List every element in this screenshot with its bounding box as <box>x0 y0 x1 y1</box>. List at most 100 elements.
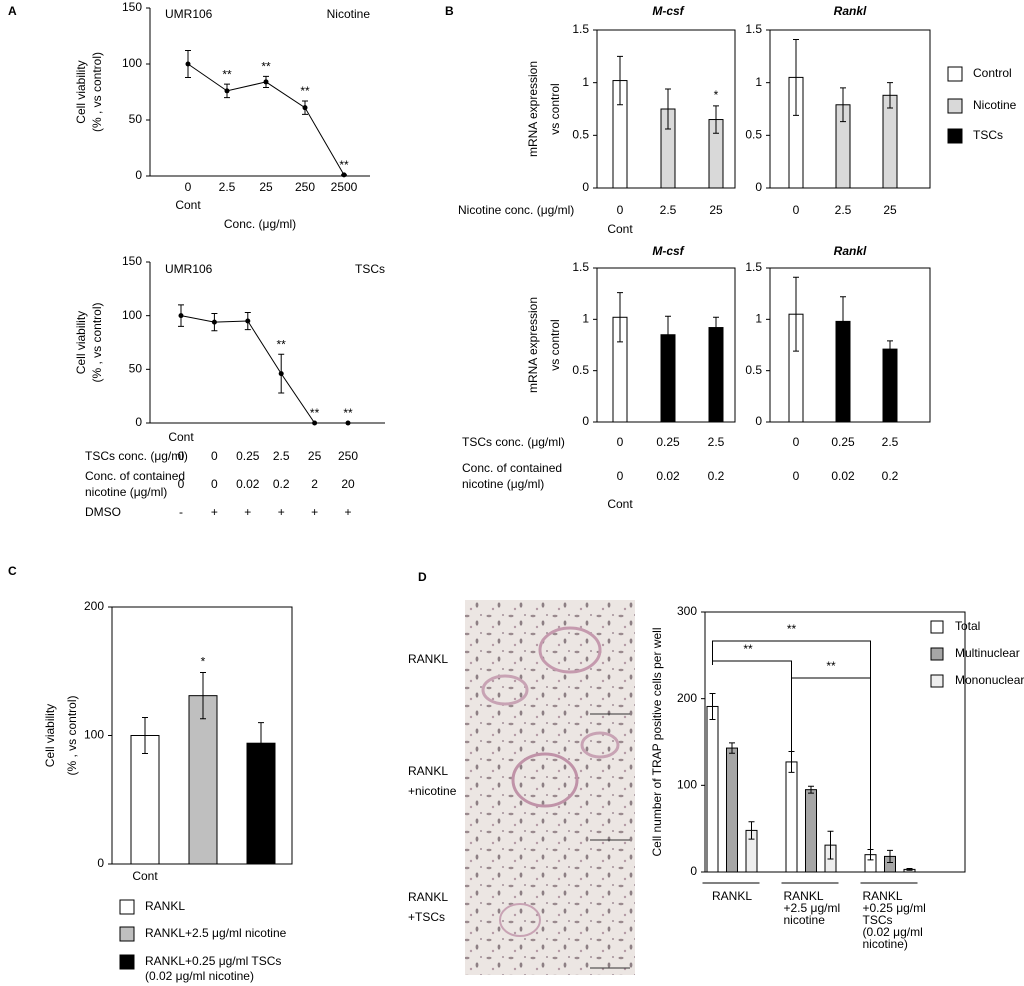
x-row-value: 20 <box>341 477 355 491</box>
bar <box>805 789 817 873</box>
significance: * <box>714 88 719 102</box>
osteoclast <box>538 626 602 674</box>
x-row-value: 0.02 <box>831 469 855 483</box>
error-bar <box>665 88 671 130</box>
x-row-value: 0 <box>793 435 800 449</box>
micrograph-label: +nicotine <box>408 784 457 798</box>
x-row-value: + <box>344 505 351 519</box>
significance: ** <box>343 406 353 420</box>
x-row-label: nicotine (μg/ml) <box>85 485 167 499</box>
y-tick-label: 150 <box>122 254 142 268</box>
line <box>180 315 348 424</box>
x-row-value: 2.5 <box>882 435 899 449</box>
error-bar <box>793 38 799 116</box>
cont-label: Cont <box>607 497 633 511</box>
x-tick-label: RANKL <box>863 889 903 903</box>
x-tick-label: nicotine <box>784 913 826 927</box>
y-tick-label: 0.5 <box>745 363 762 377</box>
y-tick-label: 50 <box>129 362 143 376</box>
error-bar <box>840 87 846 123</box>
bar <box>130 735 160 865</box>
point <box>312 420 318 426</box>
x-row-value: 0.02 <box>236 477 260 491</box>
chart-subtitle: Nicotine <box>327 7 371 21</box>
y-axis-label: Cell viability <box>74 60 88 123</box>
y-axis-label: Cell number of TRAP positive cells per w… <box>650 628 664 857</box>
x-row-label: Nicotine conc. (μg/ml) <box>458 203 574 217</box>
panel-label: C <box>8 564 17 578</box>
bar <box>726 747 738 873</box>
micrograph-label: RANKL <box>408 890 448 904</box>
y-axis-label: Cell viability <box>43 704 57 767</box>
y-tick-label: 0 <box>135 168 142 182</box>
y-tick-label: 0 <box>755 180 762 194</box>
x-tick-label: RANKL <box>784 889 824 903</box>
x-row-value: 0 <box>178 477 185 491</box>
x-row-value: + <box>311 505 318 519</box>
point <box>245 318 251 324</box>
x-row-value: 0 <box>211 477 218 491</box>
point <box>211 319 217 325</box>
chart-subtitle: TSCs <box>355 262 385 276</box>
point <box>185 61 191 67</box>
x-tick-label: 25 <box>259 180 273 194</box>
bracket <box>712 660 792 768</box>
y-tick-label: 0 <box>97 856 104 870</box>
y-axis-label: (% , vs control) <box>90 302 104 382</box>
bar <box>785 761 798 873</box>
y-tick-label: 1 <box>755 75 762 89</box>
x-row-value: 0.02 <box>656 469 680 483</box>
point <box>263 79 269 85</box>
y-tick-label: 50 <box>129 112 143 126</box>
panel-label: B <box>445 4 454 18</box>
significance: * <box>201 655 206 669</box>
y-tick-label: 0.5 <box>745 128 762 142</box>
point <box>341 172 347 178</box>
legend-swatch <box>947 66 963 82</box>
micrograph-label: RANKL <box>408 652 448 666</box>
y-tick-label: 100 <box>122 56 142 70</box>
y-tick-label: 0.5 <box>572 128 589 142</box>
legend-label: TSCs <box>973 128 1003 142</box>
error-bar <box>827 830 834 860</box>
osteoclast <box>499 903 541 937</box>
micrograph <box>465 600 635 720</box>
point <box>178 313 184 319</box>
x-row-value: 0 <box>793 469 800 483</box>
error-bar <box>200 672 206 720</box>
osteoclast <box>580 731 620 759</box>
significance: ** <box>787 622 797 636</box>
significance: ** <box>826 659 836 673</box>
x-row-value: 25 <box>883 203 897 217</box>
x-row-value: 0.2 <box>273 477 290 491</box>
y-tick-label: 1 <box>582 312 589 326</box>
cont-label: Cont <box>132 869 158 883</box>
legend-label: Multinuclear <box>955 646 1020 660</box>
x-row-value: 0.25 <box>236 449 260 463</box>
micrographs <box>465 600 635 975</box>
bar <box>882 94 898 189</box>
significance: ** <box>743 642 753 656</box>
x-row-value: - <box>179 505 183 519</box>
legend-label: RANKL+2.5 μg/ml nicotine <box>145 926 287 940</box>
chart-title: UMR106 <box>165 262 213 276</box>
y-axis-label: (% , vs control) <box>65 695 79 775</box>
y-tick-label: 0 <box>755 414 762 428</box>
x-row-value: + <box>244 505 251 519</box>
chart-title: Rankl <box>834 244 867 258</box>
x-row-value: + <box>211 505 218 519</box>
significance: ** <box>339 158 349 172</box>
x-tick-label: 0 <box>185 180 192 194</box>
legend-label: RANKL+0.25 μg/ml TSCs <box>145 954 281 968</box>
x-row-value: 2.5 <box>835 203 852 217</box>
error-bar <box>793 276 799 352</box>
x-row-label: nicotine (μg/ml) <box>462 477 544 491</box>
legend-swatch <box>947 98 963 114</box>
x-row-value: 25 <box>709 203 723 217</box>
x-row-value: 0 <box>617 435 624 449</box>
y-tick-label: 0 <box>135 415 142 429</box>
legend-swatch <box>119 954 135 970</box>
error-bar <box>709 692 716 720</box>
error-bar <box>840 296 846 347</box>
